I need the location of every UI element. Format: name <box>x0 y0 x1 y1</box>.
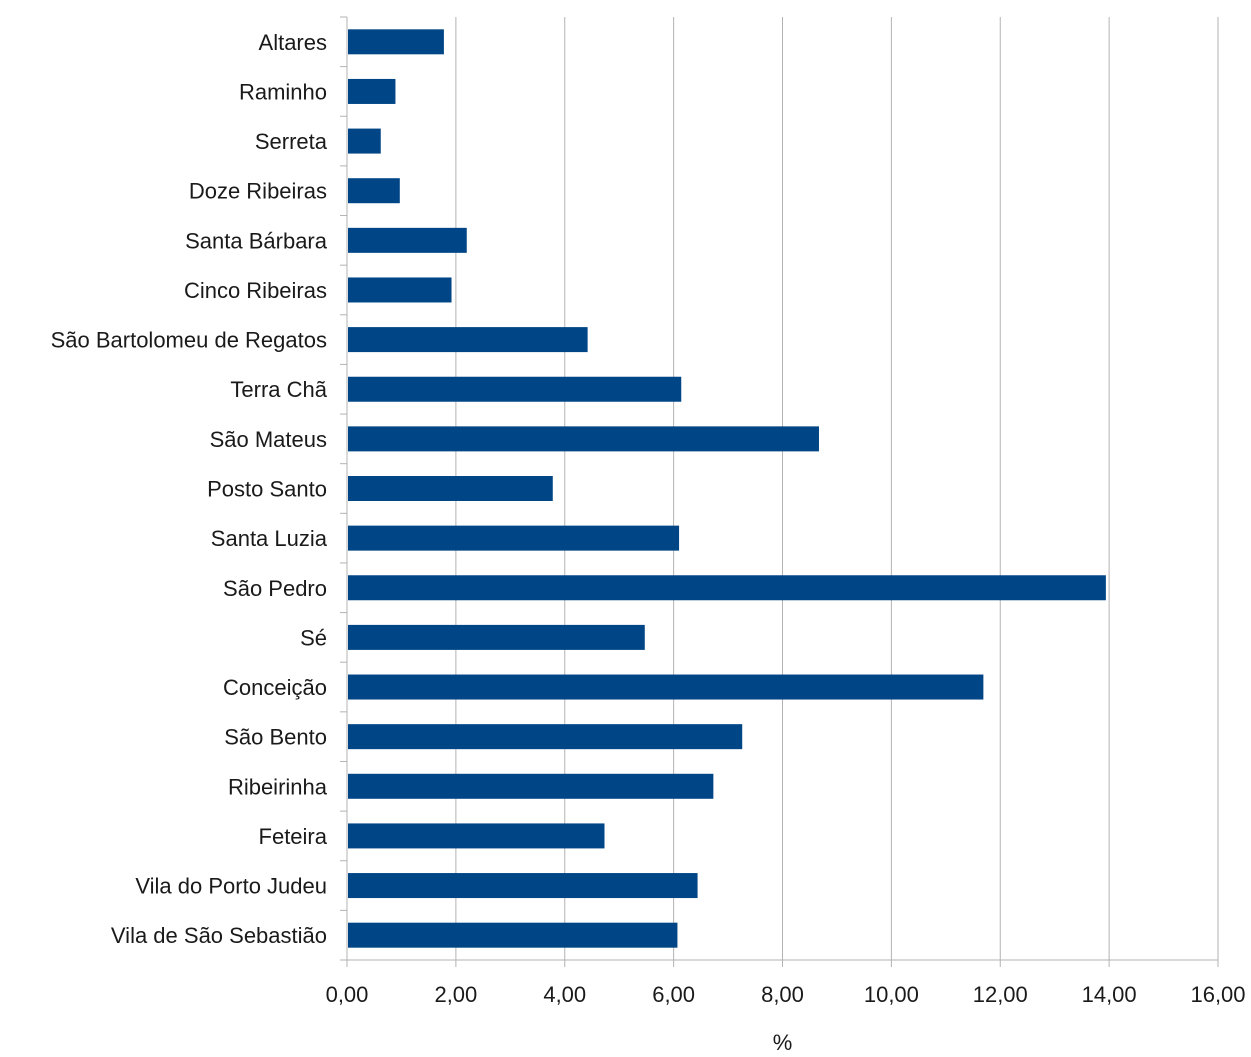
category-label: Santa Luzia <box>211 526 328 551</box>
category-label: Altares <box>259 30 327 55</box>
bar <box>348 625 645 650</box>
x-tick-label: 10,00 <box>864 982 919 1007</box>
bar <box>348 79 395 104</box>
x-axis-title: % <box>773 1030 793 1052</box>
category-label: Terra Chã <box>230 377 327 402</box>
x-tick-label: 12,00 <box>973 982 1028 1007</box>
x-tick-label: 0,00 <box>326 982 369 1007</box>
bar <box>348 873 698 898</box>
category-labels: Altares Raminho Serreta Doze Ribeiras Santa … <box>51 30 328 948</box>
category-label: Santa Bárbara <box>185 228 328 253</box>
category-label: São Bento <box>224 725 327 750</box>
bar <box>348 675 983 700</box>
bar <box>348 575 1106 600</box>
bar <box>348 526 679 551</box>
x-tick-label: 14,00 <box>1082 982 1137 1007</box>
bar <box>348 476 553 501</box>
category-label: Serreta <box>255 129 328 154</box>
gridlines <box>456 17 1218 960</box>
x-tick-labels: 0,00 2,00 4,00 6,00 8,00 10,00 12,00 14,00 16,00 <box>326 982 1246 1007</box>
bar <box>348 178 400 203</box>
bar <box>348 923 677 948</box>
category-label: Feteira <box>259 824 328 849</box>
bar <box>348 277 452 302</box>
x-tick-label: 8,00 <box>761 982 804 1007</box>
category-label: Vila de São Sebastião <box>111 923 327 948</box>
bar <box>348 327 588 352</box>
bar <box>348 377 681 402</box>
bar <box>348 129 381 154</box>
category-label: Conceição <box>223 675 327 700</box>
bar <box>348 228 467 253</box>
category-label: Doze Ribeiras <box>189 179 327 204</box>
bar <box>348 774 713 799</box>
category-label: Posto Santo <box>207 477 327 502</box>
bar <box>348 29 444 54</box>
x-tick-label: 4,00 <box>543 982 586 1007</box>
x-tick-label: 6,00 <box>652 982 695 1007</box>
bar <box>348 823 604 848</box>
category-label: São Bartolomeu de Regatos <box>51 328 327 353</box>
category-label: Raminho <box>239 79 327 104</box>
category-label: Ribeirinha <box>228 774 328 799</box>
category-label: Sé <box>300 625 327 650</box>
category-label: São Mateus <box>210 427 327 452</box>
category-label: Cinco Ribeiras <box>184 278 327 303</box>
category-label: São Pedro <box>223 576 327 601</box>
category-label: Vila do Porto Judeu <box>135 874 327 899</box>
bar <box>348 724 742 749</box>
x-tick-label: 2,00 <box>434 982 477 1007</box>
bar <box>348 426 819 451</box>
bars <box>348 29 1106 947</box>
x-tick-label: 16,00 <box>1190 982 1245 1007</box>
